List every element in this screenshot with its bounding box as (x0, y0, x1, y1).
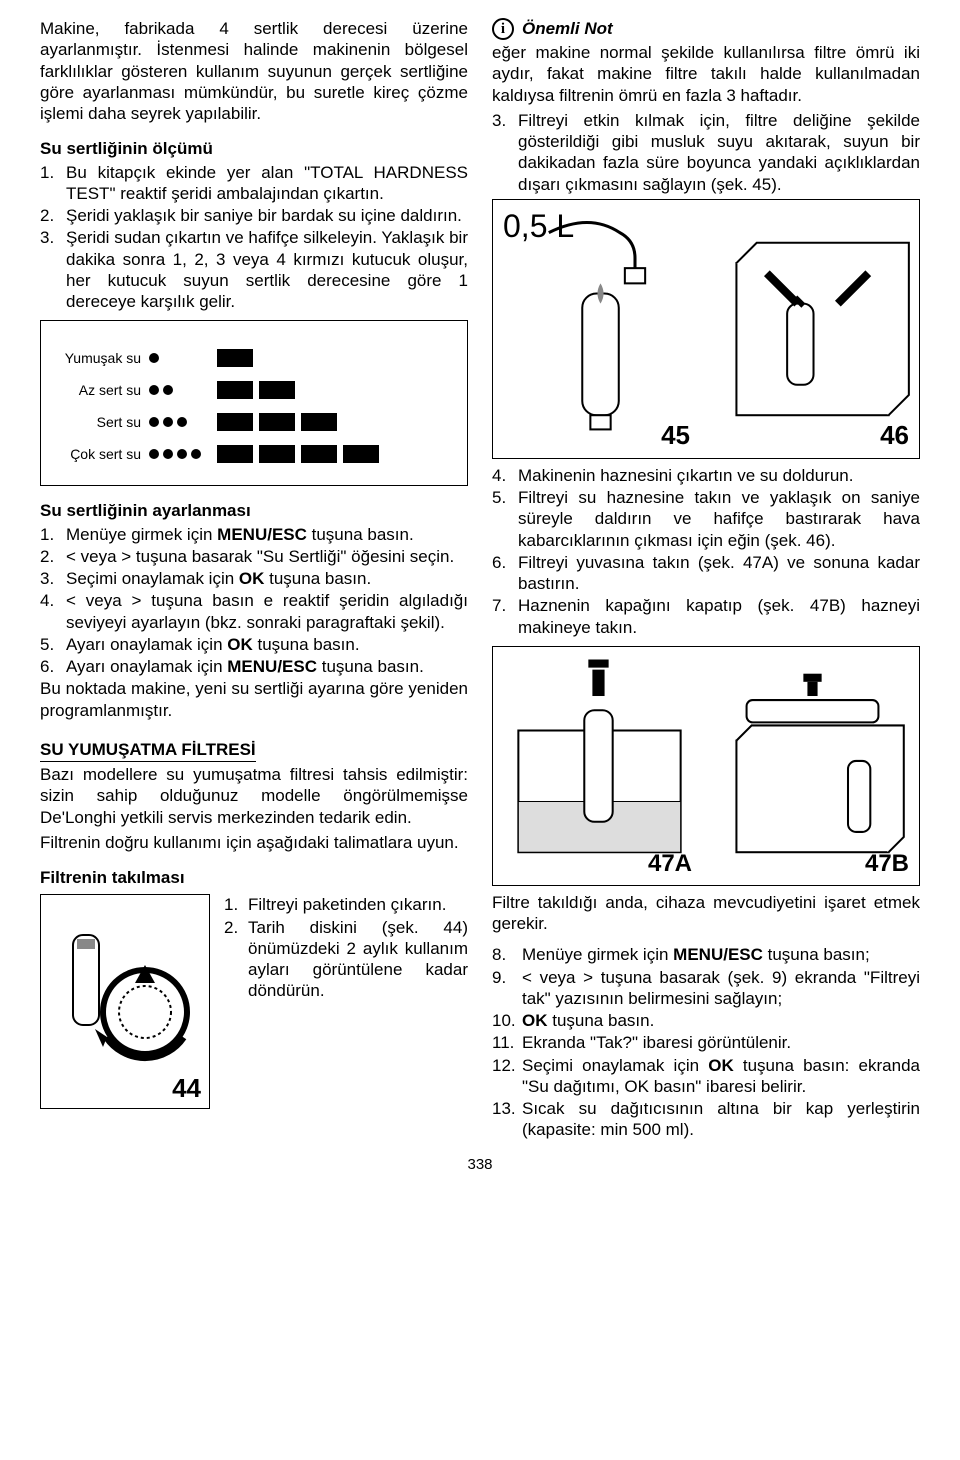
hardness-label: Çok sert su (51, 446, 141, 464)
hardness-row: Sert su (51, 413, 457, 431)
figure-45-46: 0,5 L 45 46 (492, 199, 920, 459)
hardness-row: Çok sert su (51, 445, 457, 463)
hardness-label: Sert su (51, 414, 141, 432)
intro-paragraph: Makine, fabrikada 4 sertlik derecesi üze… (40, 18, 468, 124)
tail-steps: 8.Menüye girmek için MENU/ESC tuşuna bas… (492, 944, 920, 1140)
hardness-label: Az sert su (51, 382, 141, 400)
figure-47a-number: 47A (648, 849, 692, 879)
filter-p2: Filtrenin doğru kullanımı için aşağıdaki… (40, 832, 468, 853)
page-number: 338 (40, 1156, 920, 1175)
step3-list: 3.Filtreyi etkin kılmak için, filtre del… (492, 110, 920, 195)
figure-47b-number: 47B (865, 849, 909, 879)
note-heading: i Önemli Not (492, 18, 920, 40)
figure-44-number: 44 (172, 1072, 201, 1105)
measurement-title: Su sertliğinin ölçümü (40, 138, 468, 159)
filter-dial-illustration (55, 917, 195, 1087)
mid-steps: 4.Makinenin haznesini çıkartın ve su dol… (492, 465, 920, 638)
right-column: i Önemli Not eğer makine normal şekilde … (492, 18, 920, 1142)
filter-p1: Bazı modellere su yumuşatma filtresi tah… (40, 764, 468, 828)
figure-46-number: 46 (880, 419, 909, 452)
hardness-row: Az sert su (51, 381, 457, 399)
fig44-steps: 1.Filtreyi paketinden çıkarın. 2.Tarih d… (224, 894, 468, 1001)
figure-44: 44 (40, 894, 210, 1109)
setting-after: Bu noktada makine, yeni su sertliği ayar… (40, 678, 468, 721)
measurement-list: 1.Bu kitapçık ekinde yer alan "TOTAL HAR… (40, 162, 468, 313)
note-paragraph: eğer makine normal şekilde kullanılırsa … (492, 42, 920, 106)
setting-list: 1.Menüye girmek için MENU/ESC tuşuna bas… (40, 524, 468, 678)
filter-heading: SU YUMUŞATMA FİLTRESİ (40, 739, 468, 762)
figure-44-block: 44 1.Filtreyi paketinden çıkarın. 2.Tari… (40, 894, 468, 1109)
figure-47: 47A 47B (492, 646, 920, 886)
hardness-chart: Yumuşak su Az sert su Sert su Çok sert su (40, 320, 468, 486)
install-title: Filtrenin takılması (40, 867, 468, 888)
setting-title: Su sertliğinin ayarlanması (40, 500, 468, 521)
hardness-label: Yumuşak su (51, 350, 141, 368)
info-icon: i (492, 18, 514, 40)
left-column: Makine, fabrikada 4 sertlik derecesi üze… (40, 18, 468, 1142)
hardness-row: Yumuşak su (51, 349, 457, 367)
after-47: Filtre takıldığı anda, cihaza mevcudiyet… (492, 892, 920, 935)
figure-45-number: 45 (661, 419, 690, 452)
